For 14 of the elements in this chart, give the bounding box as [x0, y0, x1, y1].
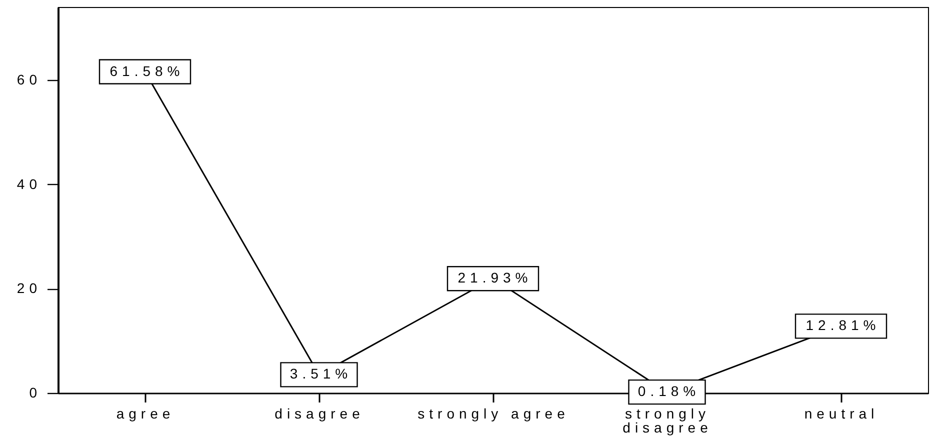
data-label: 0.18% — [638, 383, 700, 400]
data-label: 61.58% — [110, 62, 184, 79]
data-label: 21.93% — [458, 270, 532, 286]
y-tick-label: 40 — [16, 176, 42, 192]
x-tick-label: agree — [116, 406, 175, 422]
data-label: 12.81% — [806, 317, 880, 334]
y-tick-label: 20 — [16, 280, 42, 296]
x-tick-label: neutral — [804, 406, 879, 422]
y-tick-label: 60 — [16, 72, 42, 88]
data-label: 3.51% — [290, 366, 352, 382]
x-tick-label: disagree — [274, 406, 364, 422]
x-tick-label: strongly agree — [418, 406, 570, 422]
x-tick-label: strongly disagree — [622, 406, 712, 436]
y-tick-label: 0 — [29, 384, 42, 400]
